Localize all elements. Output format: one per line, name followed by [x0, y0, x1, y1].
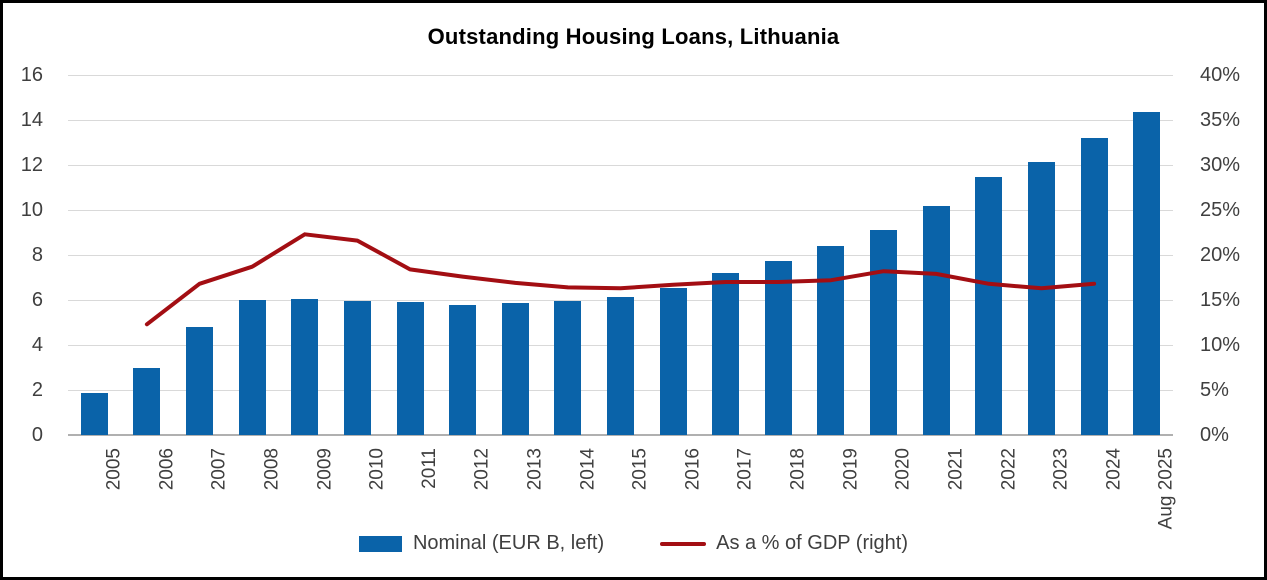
y-axis-left-tick: 6	[31, 289, 43, 311]
y-axis-left-tick: 16	[20, 64, 43, 86]
bar-2009	[291, 298, 319, 435]
x-axis-label: 2018	[787, 448, 809, 491]
x-axis-label: 2013	[524, 448, 546, 491]
bar-2010	[343, 301, 371, 435]
x-axis-label: 2011	[419, 448, 441, 489]
x-axis-label: 2019	[839, 448, 861, 491]
gdp-line-chart	[144, 232, 1097, 327]
x-axis-label: 2017	[734, 448, 756, 491]
y-axis-left-tick: 12	[20, 154, 43, 176]
bar-2008	[238, 300, 266, 435]
legend-item-nominal: Nominal (EUR B, left)	[358, 532, 605, 555]
plot-area: 0 0% 2 5% 4 10% 6 15% 8 20% 10 25% 12 30% 14 35% 16 40% 20…	[3, 3, 1264, 577]
x-axis-label: 2005	[103, 448, 125, 491]
y-axis-right-tick: 10%	[1200, 334, 1241, 356]
y-axis-left-tick: 14	[20, 109, 43, 131]
gridline	[68, 75, 1173, 76]
y-axis-left-tick: 10	[20, 199, 43, 221]
y-axis-right-tick: 30%	[1200, 154, 1241, 176]
bar-2016	[659, 287, 687, 435]
y-axis-right-tick: 35%	[1200, 109, 1241, 131]
gridline	[68, 120, 1173, 121]
bar-2005	[80, 393, 108, 435]
bar-2011	[396, 302, 424, 435]
legend-label-gdp: As a % of GDP (right)	[716, 532, 909, 554]
x-axis-label: 2023	[1050, 448, 1072, 491]
bar-swatch-icon	[358, 535, 402, 552]
gridline	[68, 210, 1173, 211]
y-axis-right-tick: 0%	[1200, 424, 1229, 446]
x-axis-label: 2008	[261, 448, 283, 491]
x-axis-label: 2015	[629, 448, 651, 491]
x-axis-label: 2007	[208, 448, 230, 491]
x-axis-label: 2010	[366, 448, 388, 491]
bar-2023	[1027, 161, 1055, 435]
legend-item-gdp: As a % of GDP (right)	[660, 532, 908, 555]
y-axis-left-tick: 8	[31, 244, 43, 266]
chart-title: Outstanding Housing Loans, Lithuania	[427, 24, 840, 49]
bar-2014	[554, 301, 582, 435]
y-axis-right-tick: 20%	[1200, 244, 1241, 266]
x-axis-label: 2024	[1103, 448, 1125, 491]
bar-2013	[501, 303, 529, 435]
x-axis-label: 2021	[945, 448, 967, 491]
x-axis-label: 2012	[471, 448, 493, 491]
gridline	[68, 165, 1173, 166]
bar-2017	[712, 273, 740, 435]
y-axis-left-tick: 2	[31, 379, 43, 401]
x-axis-label: 2014	[576, 448, 598, 491]
bar-2021	[922, 205, 950, 435]
y-axis-right-tick: 40%	[1200, 64, 1241, 86]
y-axis-right-tick: 15%	[1200, 289, 1241, 311]
y-axis-right-tick: 5%	[1200, 379, 1229, 401]
y-axis-left-tick: 4	[31, 334, 43, 356]
bar-2020	[870, 230, 898, 435]
x-axis-line	[68, 434, 1173, 436]
legend-label-nominal: Nominal (EUR B, left)	[412, 532, 605, 554]
x-axis-label: 2022	[997, 448, 1019, 491]
bar-2015	[607, 296, 634, 435]
bar-2022	[975, 177, 1003, 435]
bar-2012	[449, 304, 477, 435]
y-axis-left-tick: 0	[31, 424, 43, 446]
x-axis-label: 2009	[313, 448, 335, 491]
x-axis-label: 2006	[155, 448, 177, 491]
bar-2018	[764, 260, 792, 435]
gdp-line	[144, 232, 1097, 327]
line-swatch-icon	[660, 541, 707, 546]
bar-2006	[133, 367, 161, 435]
y-axis-right-tick: 25%	[1200, 199, 1241, 221]
x-axis-label: Aug 2025	[1155, 448, 1177, 530]
x-axis-label: 2020	[892, 448, 914, 491]
x-axis-label: 2016	[682, 448, 704, 491]
legend: Nominal (EUR B, left) As a % of GDP (rig…	[3, 532, 1264, 555]
bar-aug-2025	[1133, 112, 1161, 435]
gridline	[68, 255, 1173, 256]
bar-2007	[186, 327, 214, 435]
